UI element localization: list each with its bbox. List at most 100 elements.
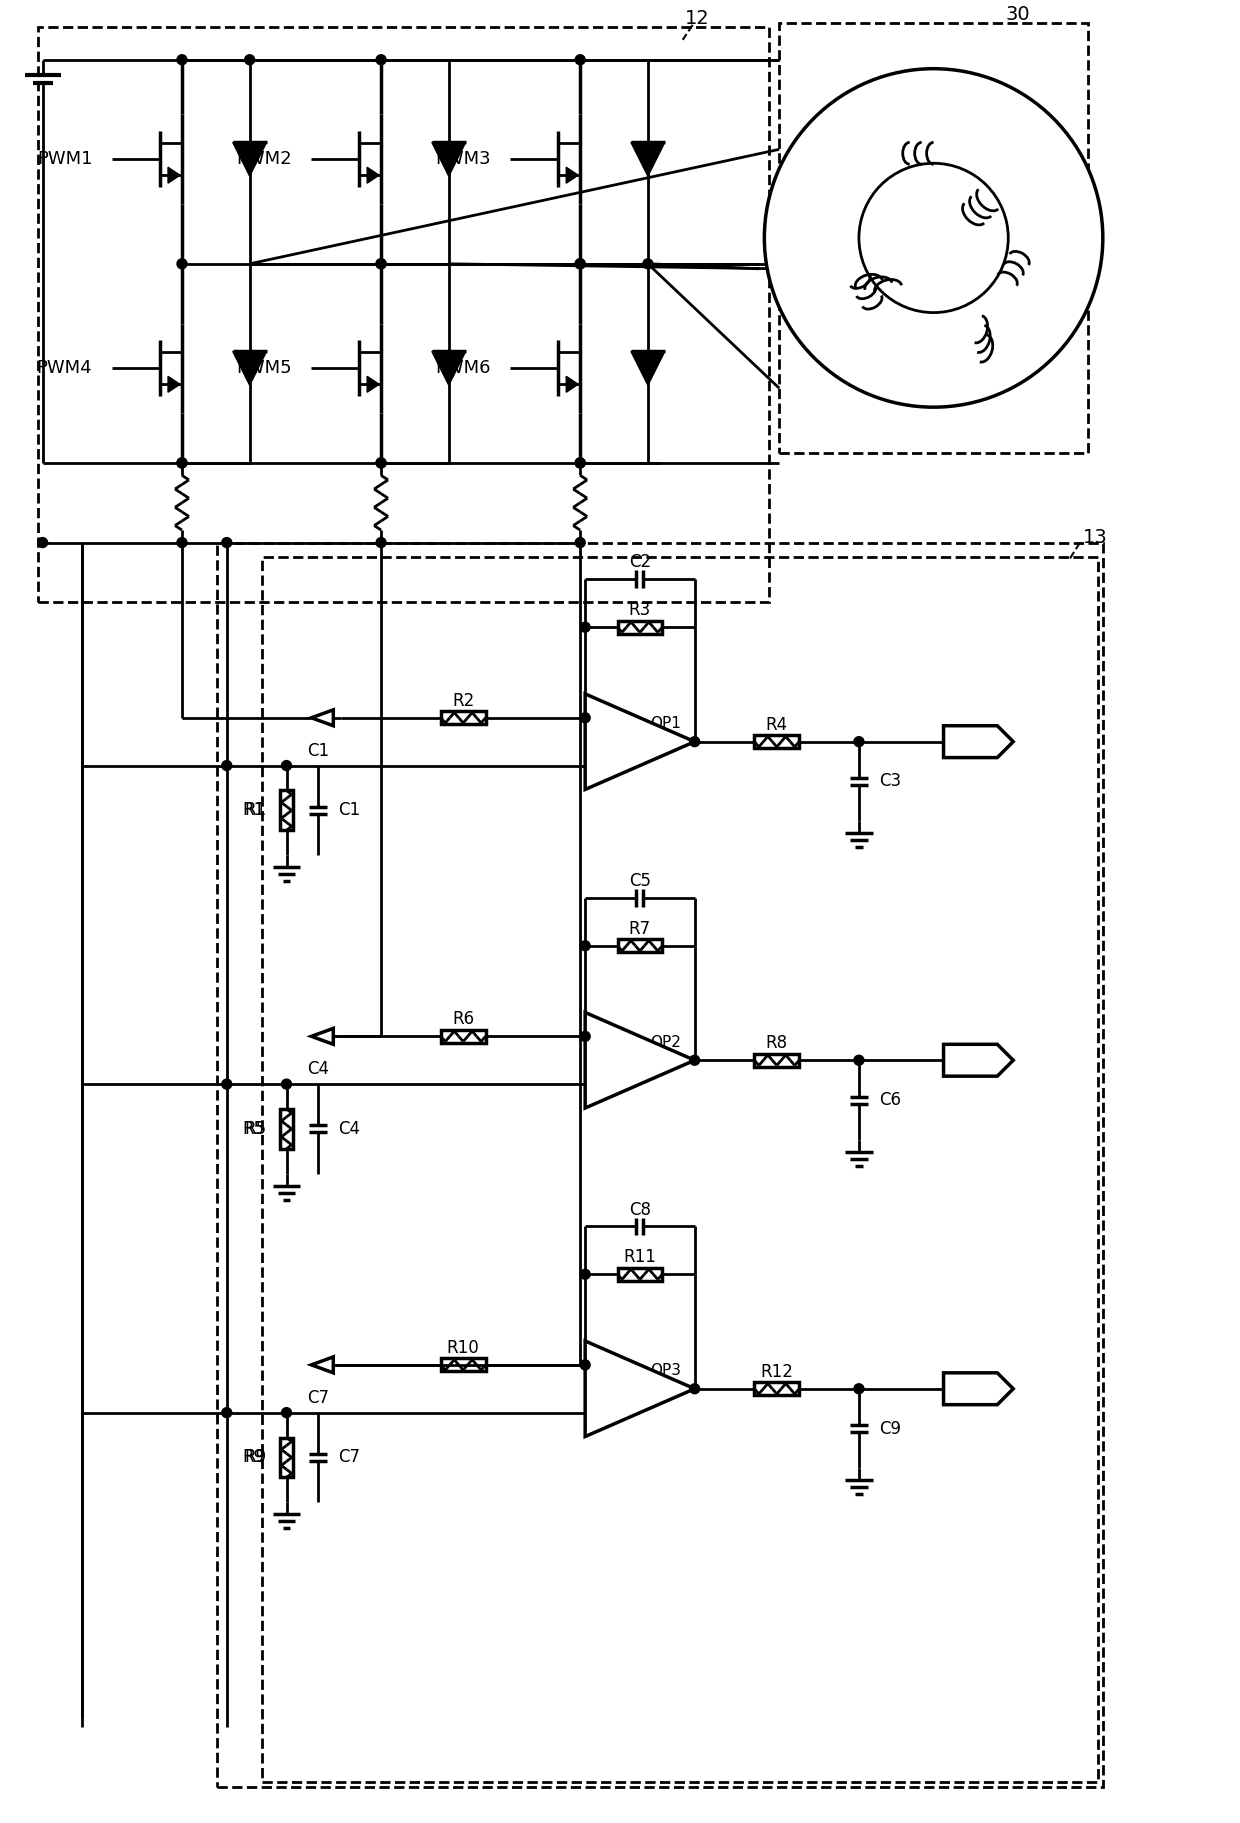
Circle shape <box>580 941 590 952</box>
Text: R3: R3 <box>629 602 651 620</box>
Polygon shape <box>585 695 694 789</box>
Text: +: + <box>590 1404 608 1422</box>
Bar <box>618 620 662 634</box>
Polygon shape <box>567 376 578 392</box>
Polygon shape <box>631 352 665 385</box>
Bar <box>440 1030 486 1043</box>
Circle shape <box>222 1407 232 1418</box>
Text: PWM5: PWM5 <box>236 359 291 377</box>
Text: OP2: OP2 <box>650 1035 681 1050</box>
Polygon shape <box>169 168 180 182</box>
Text: 30: 30 <box>1006 5 1030 24</box>
Text: C4: C4 <box>339 1119 361 1138</box>
Polygon shape <box>944 726 1013 758</box>
Circle shape <box>575 259 585 268</box>
Circle shape <box>177 458 187 469</box>
Text: PWM6: PWM6 <box>435 359 491 377</box>
Polygon shape <box>944 1045 1013 1076</box>
Bar <box>754 735 800 747</box>
Circle shape <box>854 736 864 747</box>
Polygon shape <box>233 352 267 385</box>
Text: C1: C1 <box>339 802 361 819</box>
Polygon shape <box>567 168 578 182</box>
Circle shape <box>376 538 386 547</box>
Polygon shape <box>631 142 665 177</box>
Text: PWM4: PWM4 <box>37 359 92 377</box>
Text: C7: C7 <box>339 1449 361 1466</box>
Circle shape <box>376 458 386 469</box>
Text: C2: C2 <box>629 554 651 571</box>
Bar <box>618 1267 662 1282</box>
Circle shape <box>854 1384 864 1395</box>
Polygon shape <box>367 376 379 392</box>
Circle shape <box>580 713 590 722</box>
Text: C1: C1 <box>308 742 330 760</box>
Bar <box>440 711 486 724</box>
Circle shape <box>689 1056 699 1065</box>
Circle shape <box>222 538 232 547</box>
Text: C7: C7 <box>308 1389 330 1407</box>
Text: R4: R4 <box>766 716 787 733</box>
Circle shape <box>580 1032 590 1041</box>
Bar <box>262 558 1097 1783</box>
Text: R5: R5 <box>244 1119 267 1138</box>
Text: PWM1: PWM1 <box>37 149 92 168</box>
Text: R8: R8 <box>766 1034 787 1052</box>
Circle shape <box>281 1407 291 1418</box>
Text: 13: 13 <box>1083 529 1107 547</box>
Polygon shape <box>311 1356 334 1373</box>
Circle shape <box>575 538 585 547</box>
Circle shape <box>376 55 386 64</box>
Bar <box>779 24 1087 452</box>
Text: R11: R11 <box>624 1249 656 1267</box>
Circle shape <box>575 55 585 64</box>
Circle shape <box>177 458 187 469</box>
Polygon shape <box>367 168 379 182</box>
Circle shape <box>642 259 652 268</box>
Polygon shape <box>944 1373 1013 1406</box>
Circle shape <box>575 458 585 469</box>
Text: -: - <box>595 1026 603 1046</box>
Bar <box>440 1358 486 1371</box>
Text: +: + <box>590 1074 608 1094</box>
Text: -: - <box>595 1354 603 1375</box>
Polygon shape <box>432 352 466 385</box>
Circle shape <box>281 760 291 771</box>
Polygon shape <box>585 1342 694 1437</box>
Polygon shape <box>311 709 334 726</box>
Circle shape <box>281 1079 291 1088</box>
Circle shape <box>37 538 47 547</box>
Circle shape <box>177 538 187 547</box>
Text: PWM2: PWM2 <box>236 149 291 168</box>
Circle shape <box>376 458 386 469</box>
Text: PWM3: PWM3 <box>435 149 491 168</box>
Polygon shape <box>585 1012 694 1108</box>
Circle shape <box>859 164 1008 312</box>
Polygon shape <box>311 1028 334 1045</box>
Bar <box>280 791 293 829</box>
Circle shape <box>689 1384 699 1395</box>
Text: R1: R1 <box>244 802 267 819</box>
Text: 1B: 1B <box>960 1050 987 1070</box>
Text: C3: C3 <box>879 773 901 791</box>
Text: R9: R9 <box>244 1449 267 1466</box>
Text: 12: 12 <box>684 9 709 29</box>
Circle shape <box>222 1079 232 1088</box>
Text: C8: C8 <box>629 1201 651 1218</box>
Text: 1C: 1C <box>960 1380 987 1398</box>
Text: OP1: OP1 <box>650 716 681 731</box>
Bar <box>280 1438 293 1477</box>
Text: C9: C9 <box>879 1420 900 1438</box>
Text: C4: C4 <box>308 1061 330 1077</box>
Circle shape <box>689 736 699 747</box>
Text: C6: C6 <box>879 1090 900 1108</box>
Circle shape <box>376 259 386 268</box>
Text: R10: R10 <box>446 1338 480 1356</box>
Text: R9: R9 <box>243 1449 264 1466</box>
Circle shape <box>764 69 1102 407</box>
Circle shape <box>376 259 386 268</box>
Text: R5: R5 <box>243 1119 264 1138</box>
Text: C5: C5 <box>629 871 651 890</box>
Circle shape <box>580 622 590 633</box>
Bar <box>37 27 769 602</box>
